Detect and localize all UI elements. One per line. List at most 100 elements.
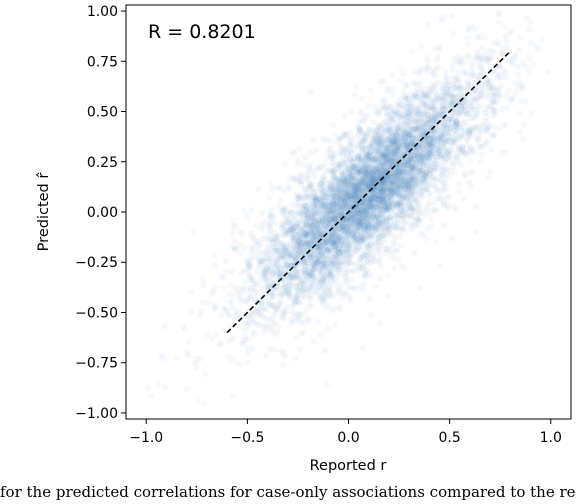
scatter-point (204, 331, 211, 338)
scatter-point (360, 287, 367, 294)
scatter-point (392, 211, 399, 218)
scatter-point (408, 158, 415, 165)
scatter-point (426, 142, 434, 149)
scatter-point (432, 72, 440, 79)
scatter-point (391, 149, 398, 157)
scatter-point (350, 154, 358, 162)
scatter-point (502, 69, 509, 77)
scatter-point (375, 191, 382, 198)
scatter-point (346, 186, 353, 193)
scatter-point (340, 258, 347, 265)
scatter-point (341, 216, 349, 224)
scatter-point (369, 166, 376, 174)
scatter-point (429, 71, 437, 78)
scatter-point (413, 146, 421, 153)
scatter-point (436, 193, 443, 200)
scatter-point (442, 166, 449, 173)
scatter-point (436, 263, 443, 270)
scatter-point (323, 263, 331, 270)
scatter-point (439, 84, 446, 92)
scatter-point (445, 79, 453, 86)
scatter-point (337, 281, 344, 289)
scatter-point (298, 211, 305, 218)
scatter-point (155, 380, 162, 388)
scatter-point (229, 229, 236, 236)
scatter-point (367, 163, 374, 171)
scatter-point (361, 198, 368, 206)
scatter-point (295, 233, 302, 240)
scatter-point (357, 228, 365, 235)
scatter-point (341, 112, 348, 120)
scatter-point (461, 68, 468, 75)
scatter-point (360, 263, 367, 270)
scatter-point (437, 132, 444, 140)
scatter-point (326, 217, 333, 224)
scatter-point (399, 170, 406, 177)
scatter-point (477, 144, 484, 151)
scatter-point (460, 132, 467, 140)
scatter-point (391, 188, 398, 195)
scatter-point (414, 191, 421, 198)
scatter-point (266, 286, 273, 293)
scatter-point (363, 151, 370, 158)
scatter-point (332, 215, 339, 222)
scatter-point (369, 194, 376, 202)
scatter-point (429, 152, 436, 160)
scatter-point (423, 92, 430, 99)
scatter-point (324, 218, 331, 226)
scatter-point (279, 361, 286, 368)
scatter-point (432, 95, 439, 102)
scatter-point (412, 92, 419, 99)
scatter-point (214, 331, 221, 338)
scatter-point (319, 202, 327, 210)
scatter-point (329, 215, 336, 223)
scatter-point (252, 222, 260, 229)
scatter-point (267, 230, 274, 237)
scatter-point (387, 247, 395, 254)
scatter-point (441, 90, 448, 97)
scatter-point (421, 158, 428, 166)
scatter-point (336, 306, 344, 314)
scatter-point (318, 228, 325, 235)
scatter-points (144, 9, 551, 407)
scatter-point (356, 185, 364, 193)
scatter-point (331, 305, 339, 312)
scatter-point (161, 383, 169, 391)
scatter-point (444, 121, 452, 129)
scatter-point (478, 69, 485, 77)
scatter-point (446, 106, 454, 113)
scatter-point (432, 108, 440, 115)
scatter-point (418, 149, 426, 156)
scatter-point (435, 134, 443, 141)
scatter-point (199, 276, 206, 283)
scatter-point (375, 140, 382, 147)
scatter-point (266, 301, 274, 309)
scatter-point (292, 355, 299, 362)
scatter-point (395, 128, 402, 135)
scatter-point (354, 219, 361, 227)
scatter-point (412, 181, 419, 189)
scatter-point (396, 171, 403, 178)
scatter-point (259, 210, 266, 217)
scatter-point (483, 114, 490, 121)
scatter-point (412, 136, 419, 143)
scatter-point (353, 210, 360, 217)
scatter-point (297, 259, 305, 266)
scatter-point (323, 214, 331, 221)
scatter-point (408, 165, 415, 173)
scatter-point (350, 267, 357, 274)
scatter-point (144, 384, 152, 392)
scatter-point (328, 272, 335, 279)
scatter-point (444, 92, 452, 99)
scatter-point (273, 262, 280, 270)
scatter-point (358, 223, 365, 230)
scatter-point (421, 92, 428, 99)
scatter-point (346, 169, 353, 176)
scatter-point (378, 168, 386, 176)
scatter-point (313, 196, 320, 203)
scatter-point (305, 232, 312, 239)
scatter-point (307, 227, 315, 234)
scatter-point (319, 194, 327, 202)
scatter-point (328, 202, 335, 209)
